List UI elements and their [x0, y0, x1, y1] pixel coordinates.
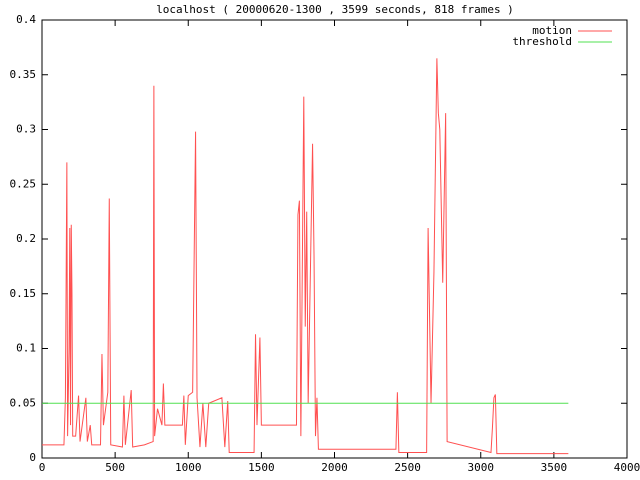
y-tick-label: 0.25	[10, 177, 37, 190]
y-tick-label: 0.2	[16, 232, 36, 245]
plot-frame	[41, 19, 628, 459]
x-tick-label: 2000	[321, 461, 348, 474]
y-tick-label: 0	[29, 451, 36, 464]
x-tick-label: 2500	[394, 461, 421, 474]
y-tick-label: 0.05	[10, 396, 37, 409]
y-tick-label: 0.35	[10, 68, 37, 81]
x-tick-label: 1500	[248, 461, 275, 474]
x-tick-label: 4000	[614, 461, 640, 474]
y-tick-label: 0.3	[16, 123, 36, 136]
series-line	[42, 58, 569, 455]
x-tick-label: 3000	[468, 461, 495, 474]
legend-label: threshold	[512, 35, 572, 48]
y-tick-label: 0.1	[16, 342, 36, 355]
y-tick-label: 0.15	[10, 287, 37, 300]
x-tick-label: 500	[105, 461, 125, 474]
chart-title: localhost ( 20000620-1300 , 3599 seconds…	[156, 3, 514, 16]
x-tick-label: 0	[39, 461, 46, 474]
x-tick-label: 1000	[175, 461, 202, 474]
legend-label: motion	[532, 24, 572, 37]
x-tick-label: 3500	[541, 461, 568, 474]
y-tick-label: 0.4	[16, 13, 36, 26]
